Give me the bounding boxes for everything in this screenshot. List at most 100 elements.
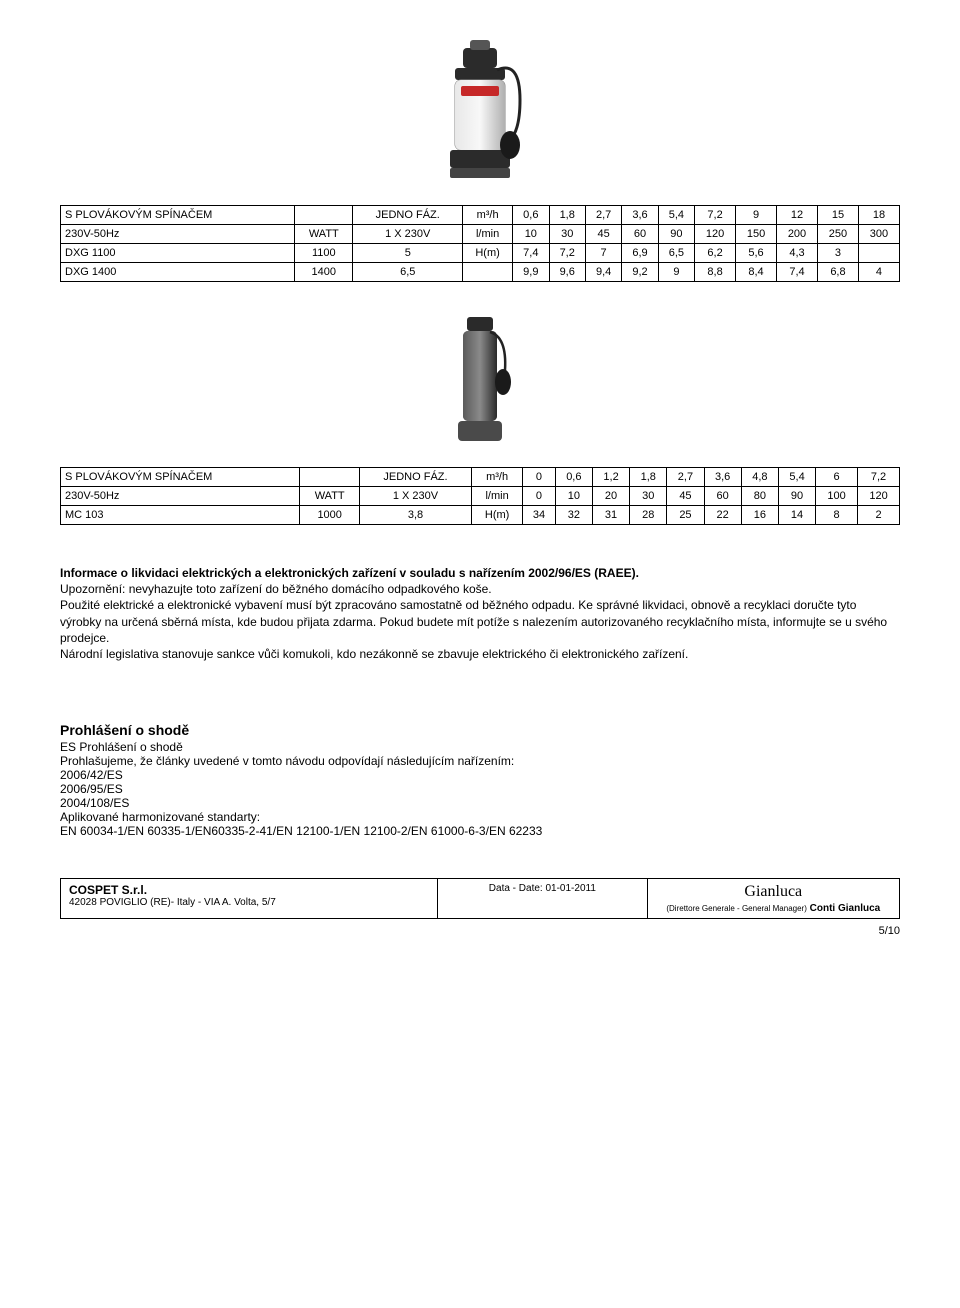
table-cell: 250 xyxy=(817,225,858,244)
table-cell: 30 xyxy=(549,225,585,244)
table-cell: 20 xyxy=(592,487,629,506)
table-cell: S PLOVÁKOVÝM SPÍNAČEM xyxy=(61,206,295,225)
table-cell: 4,3 xyxy=(777,244,818,263)
table-cell: 300 xyxy=(858,225,899,244)
table-cell: 60 xyxy=(622,225,658,244)
table-cell: 5,4 xyxy=(658,206,694,225)
declaration-dir-1: 2006/95/ES xyxy=(60,782,900,796)
table-cell: 7,2 xyxy=(858,468,900,487)
declaration-section: Prohlášení o shodě ES Prohlášení o shodě… xyxy=(60,722,900,838)
table-cell: 7,4 xyxy=(777,263,818,282)
table-cell: WATT xyxy=(295,225,353,244)
table-cell: 25 xyxy=(667,506,704,525)
disposal-p1: Upozornění: nevyhazujte toto zařízení do… xyxy=(60,582,492,596)
table-cell: 6,8 xyxy=(817,263,858,282)
table-cell: 60 xyxy=(704,487,741,506)
table-cell: 9,4 xyxy=(585,263,621,282)
table-cell xyxy=(858,244,899,263)
declaration-std: EN 60034-1/EN 60335-1/EN60335-2-41/EN 12… xyxy=(60,824,900,838)
declaration-heading: Prohlášení o shodě xyxy=(60,722,900,738)
table-cell: 4 xyxy=(858,263,899,282)
table-cell: DXG 1400 xyxy=(61,263,295,282)
table-cell: H(m) xyxy=(463,244,513,263)
declaration-sub: ES Prohlášení o shodě xyxy=(60,740,900,754)
table-cell: 5,4 xyxy=(778,468,815,487)
table-cell: 1100 xyxy=(295,244,353,263)
table-cell: 80 xyxy=(741,487,778,506)
table-cell: 2,7 xyxy=(667,468,704,487)
table-cell: 4,8 xyxy=(741,468,778,487)
table-cell: 200 xyxy=(777,225,818,244)
table-cell: JEDNO FÁZ. xyxy=(359,468,471,487)
table-cell: 3 xyxy=(817,244,858,263)
footer-date-label: Data - Date: 01-01-2011 xyxy=(446,883,639,894)
table-cell: 2 xyxy=(858,506,900,525)
signature-script: Gianluca xyxy=(656,883,891,901)
table-cell: 7,2 xyxy=(549,244,585,263)
table-cell: 10 xyxy=(513,225,549,244)
pump-image-1 xyxy=(60,40,900,193)
table-cell: 6,5 xyxy=(353,263,463,282)
table-cell: 1,8 xyxy=(630,468,667,487)
table-cell: 22 xyxy=(704,506,741,525)
table-cell: S PLOVÁKOVÝM SPÍNAČEM xyxy=(61,468,300,487)
footer-company: COSPET S.r.l. 42028 POVIGLIO (RE)- Italy… xyxy=(61,879,438,918)
table-cell: 0 xyxy=(523,487,556,506)
table-cell: 1,2 xyxy=(592,468,629,487)
table-cell: 7,4 xyxy=(513,244,549,263)
footer-address: 42028 POVIGLIO (RE)- Italy - VIA A. Volt… xyxy=(69,897,429,908)
signature-name: Conti Gianluca xyxy=(810,903,881,914)
table-cell: 30 xyxy=(630,487,667,506)
table-cell: 8,8 xyxy=(695,263,736,282)
table-cell: 90 xyxy=(658,225,694,244)
table-cell: 9,6 xyxy=(549,263,585,282)
table-cell: m³/h xyxy=(472,468,523,487)
table-cell: 28 xyxy=(630,506,667,525)
declaration-dir-2: 2004/108/ES xyxy=(60,796,900,810)
page-number: 5/10 xyxy=(60,925,900,937)
table-cell: 230V-50Hz xyxy=(61,487,300,506)
table-cell: 45 xyxy=(585,225,621,244)
table-cell: 10 xyxy=(555,487,592,506)
pump-image-2 xyxy=(60,312,900,455)
declaration-intro: Prohlašujeme, že články uvedené v tomto … xyxy=(60,754,900,768)
table-cell: 100 xyxy=(816,487,858,506)
table-cell: JEDNO FÁZ. xyxy=(353,206,463,225)
table-cell: 6,5 xyxy=(658,244,694,263)
table-cell: 31 xyxy=(592,506,629,525)
table-cell: 6,9 xyxy=(622,244,658,263)
pump-table-1: S PLOVÁKOVÝM SPÍNAČEMJEDNO FÁZ.m³/h0,61,… xyxy=(60,205,900,282)
table-cell: 1 X 230V xyxy=(353,225,463,244)
table-cell: 3,6 xyxy=(704,468,741,487)
table-cell: 0,6 xyxy=(513,206,549,225)
table-cell: l/min xyxy=(463,225,513,244)
table-cell: 34 xyxy=(523,506,556,525)
table-cell: 7 xyxy=(585,244,621,263)
table-cell xyxy=(295,206,353,225)
table-cell: 8 xyxy=(816,506,858,525)
table-cell: 14 xyxy=(778,506,815,525)
footer-signature: Gianluca (Direttore Generale - General M… xyxy=(648,879,899,918)
table-cell: m³/h xyxy=(463,206,513,225)
table-cell: H(m) xyxy=(472,506,523,525)
table-cell: 9,9 xyxy=(513,263,549,282)
footer-box: COSPET S.r.l. 42028 POVIGLIO (RE)- Italy… xyxy=(60,878,900,919)
table-cell: 0 xyxy=(523,468,556,487)
table-cell: 1 X 230V xyxy=(359,487,471,506)
disposal-p2: Použité elektrické a elektronické vybave… xyxy=(60,598,887,644)
signature-role: (Direttore Generale - General Manager) xyxy=(666,904,807,913)
table-cell: 7,2 xyxy=(695,206,736,225)
footer-date: Data - Date: 01-01-2011 xyxy=(438,879,648,918)
table-cell: 1400 xyxy=(295,263,353,282)
table-cell xyxy=(300,468,360,487)
table-cell: 9 xyxy=(736,206,777,225)
disposal-info: Informace o likvidaci elektrických a ele… xyxy=(60,565,900,662)
disposal-p3: Národní legislativa stanovuje sankce vůč… xyxy=(60,647,688,661)
pump-table-2: S PLOVÁKOVÝM SPÍNAČEMJEDNO FÁZ.m³/h00,61… xyxy=(60,467,900,525)
table-cell: 18 xyxy=(858,206,899,225)
table-cell: 8,4 xyxy=(736,263,777,282)
table-cell: 6 xyxy=(816,468,858,487)
table-cell: l/min xyxy=(472,487,523,506)
table-cell: 120 xyxy=(695,225,736,244)
table-cell: 3,8 xyxy=(359,506,471,525)
